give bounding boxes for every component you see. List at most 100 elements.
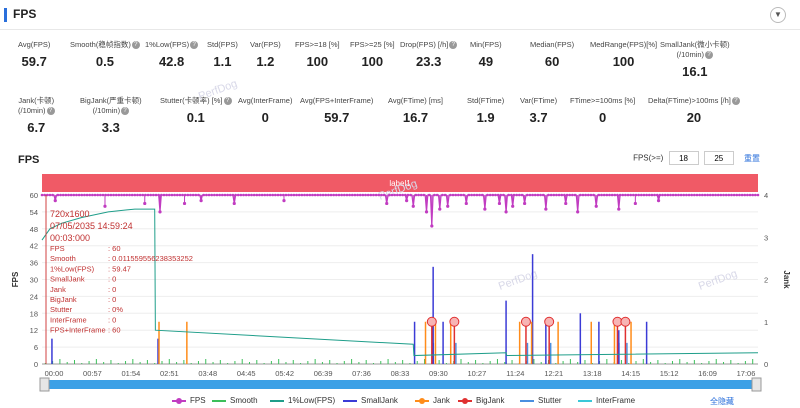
fps-point (462, 193, 465, 197)
fps-point (255, 193, 259, 197)
fps-point (565, 193, 569, 197)
fps-point (332, 193, 336, 197)
fps-point (364, 193, 367, 197)
fps-point (719, 193, 723, 197)
fps-point (396, 193, 399, 197)
fps-point (459, 193, 463, 197)
stat-value: 60 (544, 54, 560, 69)
fps-point (244, 193, 248, 197)
fps-point (369, 193, 373, 197)
chevron-down-icon[interactable]: ▼ (770, 7, 786, 23)
fps-point (250, 193, 253, 197)
fps-point (549, 193, 553, 197)
label-band (42, 174, 758, 192)
fps-point (502, 193, 505, 197)
stat-label: Min(FPS) (470, 40, 502, 49)
stat-value: 16.1 (682, 64, 708, 79)
fps-point (467, 193, 471, 197)
x-tick-label: 16:09 (698, 369, 717, 378)
stat-stats_row2-3: Avg(InterFrame) 0 (238, 96, 292, 125)
fps-point (130, 193, 134, 197)
stat-label: SmallJank(微小卡顿) (660, 40, 730, 49)
fps-point (106, 193, 110, 197)
fps-point (343, 193, 346, 197)
fps-point (191, 193, 195, 197)
help-icon[interactable]: ? (731, 97, 740, 106)
stat-label: Std(FTime) (467, 96, 505, 105)
fps-point (170, 193, 174, 197)
hide-all-button[interactable]: 全隐藏 (710, 397, 734, 406)
help-icon[interactable]: ? (223, 97, 232, 106)
range-handle-left[interactable] (39, 377, 50, 392)
legend-item-1-low-fps-[interactable]: 1%Low(FPS) (270, 396, 335, 405)
y-tick-label: 24 (30, 292, 38, 301)
y-tick-label: 6 (34, 343, 38, 352)
tooltip-value: : 59.47 (108, 264, 131, 273)
fps-point (581, 193, 585, 197)
fps-point (698, 193, 701, 197)
help-icon[interactable]: ? (46, 107, 55, 116)
fps-point (727, 193, 731, 197)
tooltip-value: : 0.011559556238353252 (108, 254, 193, 263)
fps-point (59, 193, 62, 197)
fps-point (637, 193, 640, 197)
help-icon[interactable]: ? (449, 41, 458, 50)
fps-point (120, 193, 123, 197)
fps-dip-point (103, 204, 107, 208)
legend-item-stutter[interactable]: Stutter (520, 396, 562, 405)
legend-item-bigjank[interactable]: BigJank (458, 396, 504, 405)
help-icon[interactable]: ? (190, 41, 199, 50)
range-handle-right[interactable] (751, 377, 762, 392)
fps-point (560, 193, 564, 197)
tooltip-resolution: 720x1600 (50, 209, 90, 219)
tooltip-key: FPS+InterFrame (50, 326, 106, 335)
fps-point (236, 193, 240, 197)
fps-point (435, 193, 439, 197)
help-icon[interactable]: ? (131, 41, 140, 50)
fps-point (454, 193, 457, 197)
fps-point (579, 193, 582, 197)
help-icon[interactable]: ? (705, 51, 714, 60)
bigjank-marker (449, 316, 460, 327)
fps-point (597, 193, 601, 197)
stat-value: 0 (261, 110, 269, 125)
fps-point (685, 193, 688, 197)
fps-point (730, 193, 733, 197)
fps-point (409, 193, 412, 197)
fps-point (96, 193, 99, 197)
legend-item-smalljank[interactable]: SmallJank (343, 396, 398, 405)
fps-point (167, 193, 171, 197)
fps-point (494, 193, 497, 197)
fps-threshold-input-2[interactable] (703, 151, 734, 165)
stat-stats_row1-8: Min(FPS) 49 (470, 40, 502, 69)
legend-item-fps[interactable]: FPS (172, 396, 206, 405)
watermark-text: PerfDog (697, 268, 739, 293)
reset-button[interactable]: 重置 (744, 153, 760, 163)
fps-point (621, 193, 625, 197)
stat-value: 20 (686, 110, 702, 125)
fps-point (722, 193, 725, 197)
y-tick-label: 30 (30, 276, 38, 285)
fps-point (478, 193, 481, 197)
y2-tick-label: 1 (764, 318, 768, 327)
fps-dip-point (617, 207, 621, 211)
legend-item-smooth[interactable]: Smooth (212, 396, 258, 405)
fps-point (321, 193, 325, 197)
stat-label: Median(FPS) (530, 40, 575, 49)
fps-threshold-input-1[interactable] (668, 151, 699, 165)
fps-point (85, 193, 89, 197)
stat-stats_row2-0: Jank(卡顿) (/10min)? 6.7 (18, 96, 55, 135)
fps-point (533, 193, 537, 197)
x-tick-label: 12:21 (544, 369, 563, 378)
legend-item-jank[interactable]: Jank (415, 396, 450, 405)
fps-point (146, 193, 150, 197)
fps-point (756, 193, 760, 197)
help-icon[interactable]: ? (121, 107, 130, 116)
fps-point (99, 193, 102, 197)
chart-title: FPS (18, 154, 40, 166)
fps-point (75, 193, 78, 197)
x-tick-label: 01:54 (121, 369, 140, 378)
legend-item-interframe[interactable]: InterFrame (578, 396, 635, 405)
range-scrollbar-track (42, 380, 760, 389)
